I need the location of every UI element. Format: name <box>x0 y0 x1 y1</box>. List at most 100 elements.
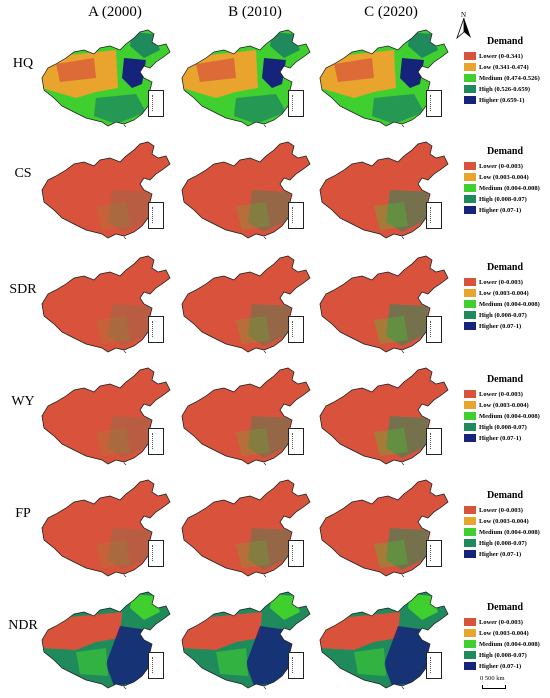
legend-item: Higher (0.07-1) <box>464 321 550 331</box>
south-china-sea-inset <box>288 428 304 455</box>
legend-label: Higher (0.659-1) <box>479 96 525 104</box>
legend-item: Medium (0.004-0.008) <box>464 639 550 649</box>
legend-swatch <box>464 434 476 442</box>
legend-swatch <box>464 173 476 181</box>
china-map-cs-c <box>319 141 449 240</box>
row-label-cs: CS <box>14 166 32 181</box>
legend-label: Medium (0.474-0.526) <box>479 74 540 82</box>
legend-swatch <box>464 629 476 637</box>
column-header-c: C (2020) <box>364 4 418 20</box>
south-china-sea-inset <box>288 90 304 117</box>
legend-item: Higher (0.07-1) <box>464 433 550 443</box>
legend-label: High (0.526-0.659) <box>479 85 531 93</box>
legend-title: Demand <box>486 602 524 613</box>
legend-title: Demand <box>486 374 524 385</box>
south-china-sea-inset <box>288 316 304 343</box>
legend-item: Higher (0.07-1) <box>464 205 550 215</box>
legend-title: Demand <box>486 490 524 501</box>
legend-hq: Demand Lower (0-0.341) Low (0.341-0.474) Me… <box>464 36 550 106</box>
legend-item: High (0.526-0.659) <box>464 84 550 94</box>
legend-title: Demand <box>486 262 524 273</box>
legend-swatch <box>464 195 476 203</box>
legend-label: Lower (0-0.341) <box>479 52 523 60</box>
legend-swatch <box>464 412 476 420</box>
legend-swatch <box>464 539 476 547</box>
legend-label: Medium (0.004-0.008) <box>479 528 540 536</box>
legend-label: Medium (0.004-0.008) <box>479 412 540 420</box>
legend-label: High (0.008-0.07) <box>479 539 527 547</box>
legend-swatch <box>464 85 476 93</box>
legend-swatch <box>464 506 476 514</box>
legend-item: Medium (0.474-0.526) <box>464 73 550 83</box>
legend-label: High (0.008-0.07) <box>479 423 527 431</box>
legend-item: Low (0.003-0.004) <box>464 628 550 638</box>
legend-swatch <box>464 63 476 71</box>
legend-label: Medium (0.004-0.008) <box>479 640 540 648</box>
legend-swatch <box>464 528 476 536</box>
legend-label: Low (0.003-0.004) <box>479 173 529 181</box>
south-china-sea-inset <box>148 202 164 229</box>
legend-swatch <box>464 517 476 525</box>
north-label: N <box>461 11 467 19</box>
legend-swatch <box>464 206 476 214</box>
legend-label: Higher (0.07-1) <box>479 206 522 214</box>
china-map-sdr-a <box>41 255 171 354</box>
china-map-fp-a <box>41 479 171 578</box>
legend-label: Higher (0.07-1) <box>479 550 522 558</box>
legend-swatch <box>464 184 476 192</box>
legend-wy: Demand Lower (0-0.003) Low (0.003-0.004) Me… <box>464 374 550 444</box>
north-arrow-icon <box>456 17 471 40</box>
legend-item: Low (0.341-0.474) <box>464 62 550 72</box>
legend-cs: Demand Lower (0-0.003) Low (0.003-0.004) Me… <box>464 146 550 216</box>
legend-swatch <box>464 311 476 319</box>
legend-label: High (0.008-0.07) <box>479 311 527 319</box>
legend-title: Demand <box>486 146 524 157</box>
south-china-sea-inset <box>148 428 164 455</box>
scale-bar-line <box>482 685 506 689</box>
legend-swatch <box>464 162 476 170</box>
legend-swatch <box>464 74 476 82</box>
legend-swatch <box>464 651 476 659</box>
legend-item: Low (0.003-0.004) <box>464 288 550 298</box>
legend-item: High (0.008-0.07) <box>464 422 550 432</box>
legend-item: Lower (0-0.341) <box>464 51 550 61</box>
legend-item: Higher (0.659-1) <box>464 95 550 105</box>
legend-item: Higher (0.07-1) <box>464 549 550 559</box>
legend-item: Low (0.003-0.004) <box>464 400 550 410</box>
scale-bar-label: 0 500 km <box>480 675 505 682</box>
legend-label: Low (0.003-0.004) <box>479 289 529 297</box>
legend-ndr: Demand Lower (0-0.003) Low (0.003-0.004) Me… <box>464 602 550 672</box>
legend-item: Medium (0.004-0.008) <box>464 299 550 309</box>
legend-swatch <box>464 618 476 626</box>
row-label-sdr: SDR <box>9 282 37 297</box>
scale-bar: 0 500 km <box>480 675 522 692</box>
south-china-sea-inset <box>288 652 304 679</box>
china-map-wy-a <box>41 367 171 466</box>
legend-label: Low (0.003-0.004) <box>479 401 529 409</box>
legend-swatch <box>464 423 476 431</box>
row-label-wy: WY <box>11 394 35 409</box>
legend-item: Low (0.003-0.004) <box>464 516 550 526</box>
south-china-sea-inset <box>288 540 304 567</box>
legend-label: Low (0.003-0.004) <box>479 629 529 637</box>
south-china-sea-inset <box>148 652 164 679</box>
legend-swatch <box>464 640 476 648</box>
legend-label: Higher (0.07-1) <box>479 662 522 670</box>
row-label-ndr: NDR <box>8 618 38 633</box>
south-china-sea-inset <box>426 428 442 455</box>
china-map-sdr-c <box>319 255 449 354</box>
south-china-sea-inset <box>426 540 442 567</box>
legend-swatch <box>464 322 476 330</box>
legend-item: Lower (0-0.003) <box>464 505 550 515</box>
legend-item: High (0.008-0.07) <box>464 650 550 660</box>
legend-label: Low (0.003-0.004) <box>479 517 529 525</box>
legend-item: Medium (0.004-0.008) <box>464 183 550 193</box>
legend-item: High (0.008-0.07) <box>464 310 550 320</box>
column-header-b: B (2010) <box>228 4 282 20</box>
legend-swatch <box>464 662 476 670</box>
legend-item: Higher (0.07-1) <box>464 661 550 671</box>
legend-item: Lower (0-0.003) <box>464 161 550 171</box>
south-china-sea-inset <box>426 652 442 679</box>
legend-swatch <box>464 96 476 104</box>
legend-item: Low (0.003-0.004) <box>464 172 550 182</box>
